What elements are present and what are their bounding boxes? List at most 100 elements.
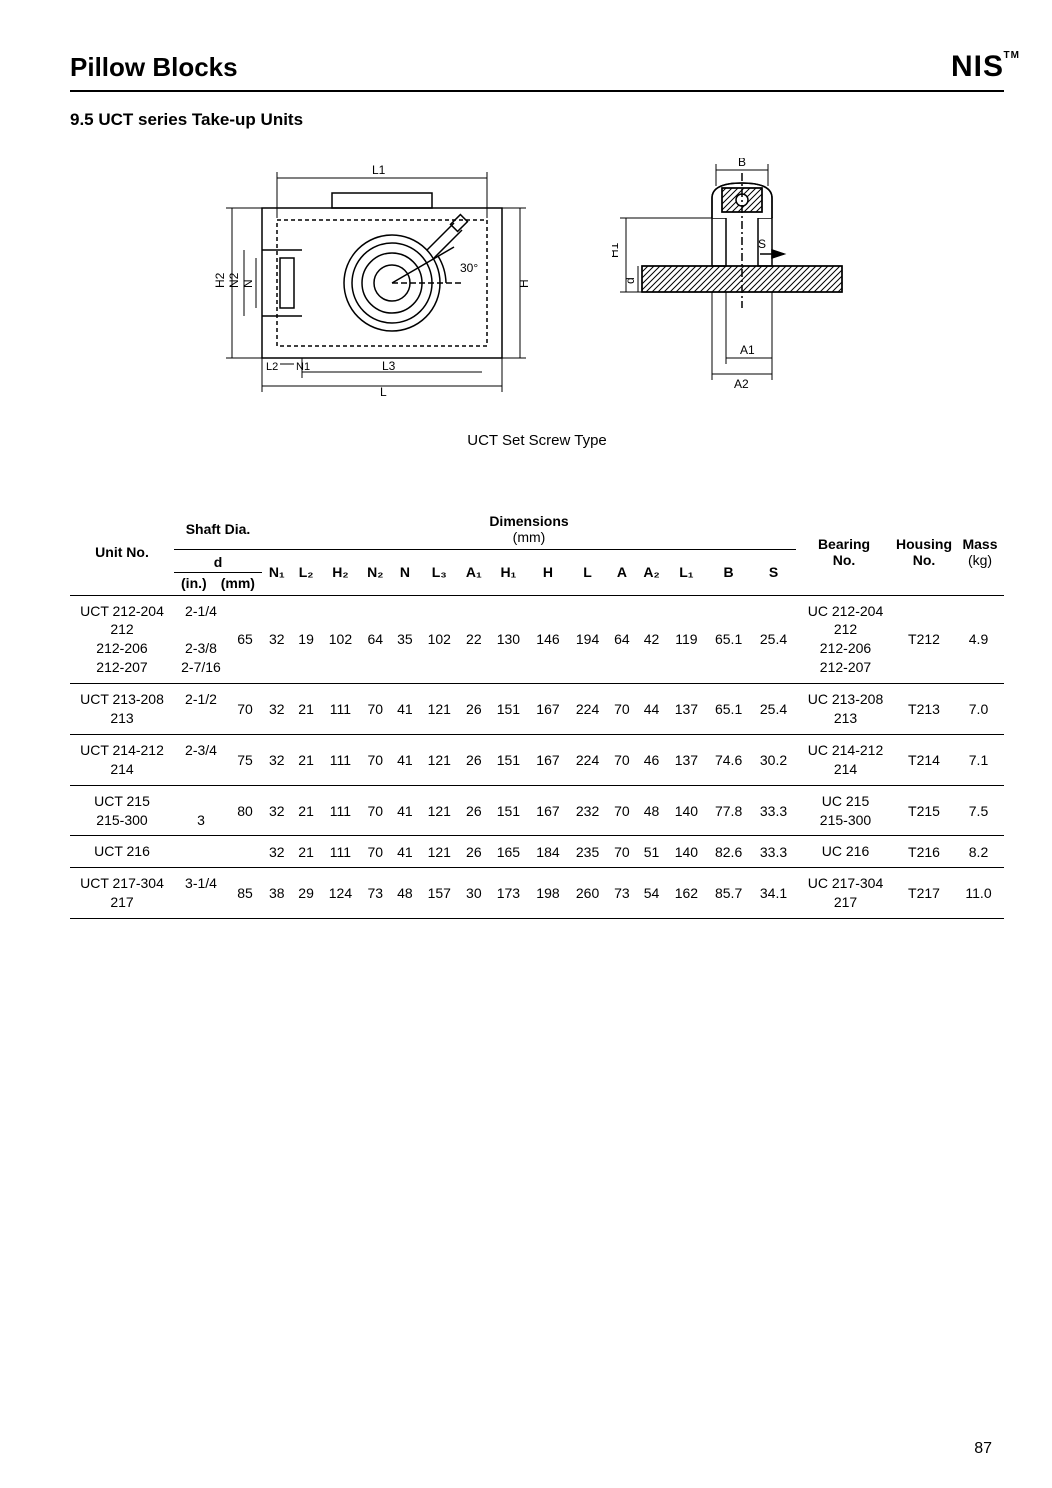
cell-dim: 32 [262, 734, 292, 785]
section-subtitle: 9.5 UCT series Take-up Units [70, 110, 1004, 130]
cell-mass: 11.0 [956, 868, 1004, 919]
cell-dim: 21 [292, 836, 321, 868]
cell-dim: 260 [568, 868, 608, 919]
cell-d-in: 3 [174, 785, 228, 836]
th-d: d (in.)(mm) [174, 550, 262, 596]
cell-dim: 41 [390, 785, 419, 836]
cell-unitno: UCT 215215-300 [70, 785, 174, 836]
cell-dim: 167 [528, 684, 568, 735]
cell-dim: 102 [419, 595, 459, 684]
label-angle: 30° [460, 261, 478, 275]
label-L3: L3 [382, 359, 396, 373]
cell-d-mm: 85 [228, 868, 262, 919]
cell-mass: 7.1 [956, 734, 1004, 785]
cell-unitno: UCT 216 [70, 836, 174, 868]
cell-unitno: UCT 212-204212212-206212-207 [70, 595, 174, 684]
cell-dim: 124 [321, 868, 361, 919]
cell-unitno: UCT 217-304217 [70, 868, 174, 919]
cell-dim: 224 [568, 734, 608, 785]
cell-dim: 33.3 [751, 785, 796, 836]
cell-dim: 51 [636, 836, 666, 868]
cell-dim: 26 [459, 684, 489, 735]
label-H: H [517, 279, 531, 288]
cell-dim: 235 [568, 836, 608, 868]
cell-dim: 151 [489, 785, 529, 836]
th-Nn2: N₂ [360, 550, 390, 596]
cell-dim: 65.1 [706, 684, 751, 735]
cell-d-in: 3-1/4 [174, 868, 228, 919]
label-A1: A1 [740, 343, 755, 357]
cell-mass: 4.9 [956, 595, 1004, 684]
cell-dim: 21 [292, 684, 321, 735]
cell-bearing: UC 213-208213 [796, 684, 892, 735]
cell-dim: 184 [528, 836, 568, 868]
label-N2: N2 [227, 272, 241, 288]
cell-dim: 151 [489, 734, 529, 785]
table-row: UCT 213-2082132-1/2 70322111170411212615… [70, 684, 1004, 735]
cell-dim: 42 [636, 595, 666, 684]
cell-dim: 74.6 [706, 734, 751, 785]
cell-dim: 65.1 [706, 595, 751, 684]
cell-dim: 77.8 [706, 785, 751, 836]
cell-dim: 32 [262, 595, 292, 684]
cell-dim: 70 [360, 836, 390, 868]
table-row: UCT 215215-300 3803221111704112126151167… [70, 785, 1004, 836]
cell-dim: 224 [568, 684, 608, 735]
cell-dim: 198 [528, 868, 568, 919]
cell-dim: 121 [419, 785, 459, 836]
cell-dim: 82.6 [706, 836, 751, 868]
th-A1: A₁ [459, 550, 489, 596]
cell-dim: 48 [390, 868, 419, 919]
label-B: B [738, 158, 746, 169]
label-H1: H1 [612, 242, 621, 258]
label-L1: L1 [372, 163, 386, 177]
label-A2: A2 [734, 377, 749, 391]
th-Ll: L [568, 550, 608, 596]
cell-dim: 111 [321, 836, 361, 868]
cell-d-mm: 70 [228, 684, 262, 735]
cell-housing: T215 [892, 785, 956, 836]
cell-bearing: UC 215215-300 [796, 785, 892, 836]
cell-dim: 232 [568, 785, 608, 836]
cell-dim: 48 [636, 785, 666, 836]
cell-dim: 151 [489, 684, 529, 735]
cell-dim: 70 [360, 684, 390, 735]
table-row: UCT 214-2122142-3/4 75322111170411212615… [70, 734, 1004, 785]
cell-housing: T216 [892, 836, 956, 868]
cell-dim: 54 [636, 868, 666, 919]
cell-dim: 70 [607, 684, 636, 735]
cell-dim: 41 [390, 836, 419, 868]
cell-dim: 157 [419, 868, 459, 919]
cell-dim: 22 [459, 595, 489, 684]
brand-tm: TM [1004, 50, 1020, 61]
cell-dim: 130 [489, 595, 529, 684]
cell-dim: 162 [667, 868, 707, 919]
cell-dim: 140 [667, 836, 707, 868]
cell-dim: 70 [360, 785, 390, 836]
th-unitno: Unit No. [70, 509, 174, 595]
cell-dim: 70 [607, 836, 636, 868]
cell-dim: 35 [390, 595, 419, 684]
cell-dim: 70 [607, 785, 636, 836]
cell-mass: 7.5 [956, 785, 1004, 836]
cell-dim: 33.3 [751, 836, 796, 868]
cell-dim: 121 [419, 836, 459, 868]
cell-dim: 44 [636, 684, 666, 735]
cell-housing: T213 [892, 684, 956, 735]
cell-bearing: UC 217-304217 [796, 868, 892, 919]
cell-dim: 30.2 [751, 734, 796, 785]
th-shaft: Shaft Dia. [174, 509, 262, 550]
cell-dim: 73 [607, 868, 636, 919]
page-title: Pillow Blocks [70, 52, 238, 83]
th-mass: Mass(kg) [956, 509, 1004, 595]
label-N: N [241, 279, 255, 288]
th-H1: H₁ [489, 550, 529, 596]
cell-housing: T212 [892, 595, 956, 684]
th-Ss: S [751, 550, 796, 596]
cell-dim: 140 [667, 785, 707, 836]
cell-dim: 121 [419, 684, 459, 735]
cell-dim: 111 [321, 785, 361, 836]
label-L: L [380, 385, 387, 398]
cell-dim: 32 [262, 684, 292, 735]
label-S: S [758, 237, 766, 251]
